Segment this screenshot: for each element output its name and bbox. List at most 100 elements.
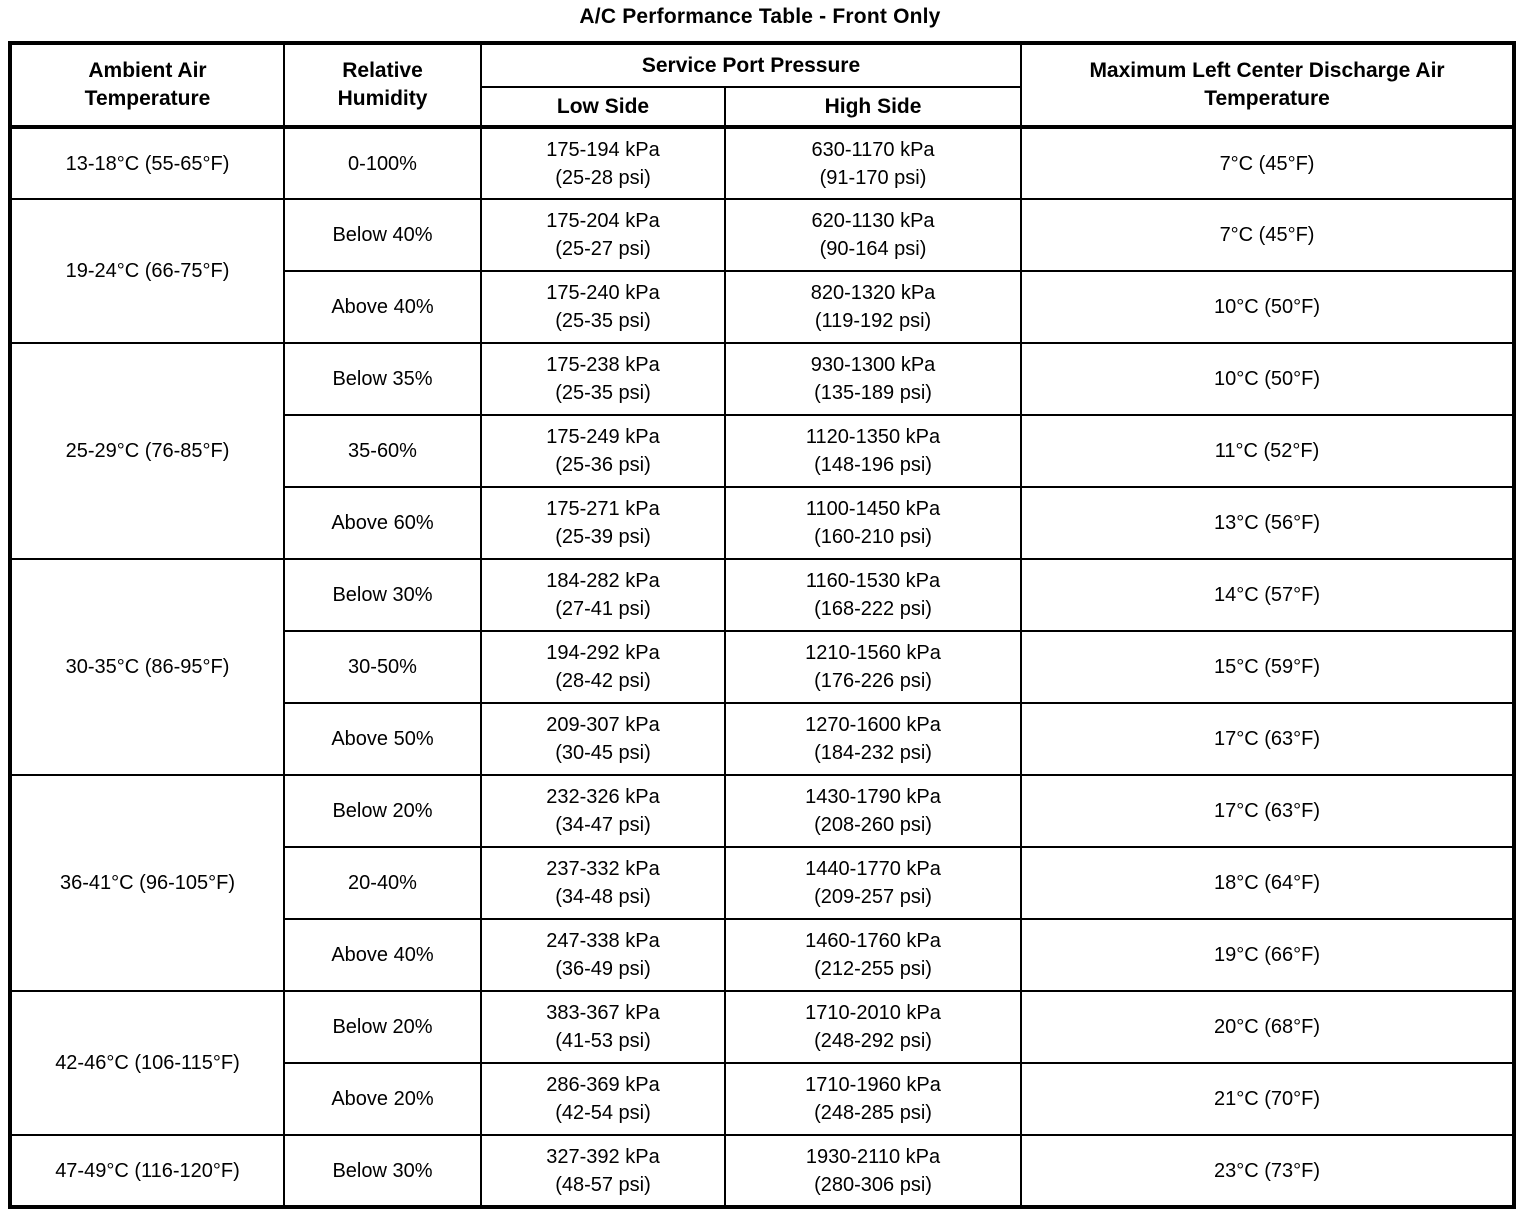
table-row: 30-35°C (86-95°F) Below 30% 184-282 kPa … [9,558,1516,776]
high-side-cell: 1710-1960 kPa (248-285 psi) [723,1062,1023,1136]
col-header-relative-humidity: Relative Humidity [283,42,482,128]
discharge-temp-cell: 10°C (50°F) [1020,270,1516,344]
high-side-cell: 1270-1600 kPa (184-232 psi) [723,702,1023,776]
pressure-psi: (36-49 psi) [555,958,651,980]
low-side-cell: 383-367 kPa (41-53 psi) [480,990,726,1064]
humidity-cell: Above 40% [283,270,482,344]
humidity-cell: 30-50% [283,630,482,704]
table-header: Ambient Air Temperature Relative Humidit… [9,42,1516,128]
discharge-temp-cell: 17°C (63°F) [1020,702,1516,776]
low-side-cell: 194-292 kPa (28-42 psi) [480,630,726,704]
header-line: Ambient Air [88,59,207,82]
high-side-cell: 1440-1770 kPa (209-257 psi) [723,846,1023,920]
high-side-cell: 1100-1450 kPa (160-210 psi) [723,486,1023,560]
low-side-cell: 209-307 kPa (30-45 psi) [480,702,726,776]
humidity-cell: Below 30% [283,1134,482,1208]
pressure-psi: (160-210 psi) [814,526,932,548]
pressure-psi: (27-41 psi) [555,598,651,620]
high-side-cell: 630-1170 kPa (91-170 psi) [723,125,1023,200]
pressure-psi: (209-257 psi) [814,886,932,908]
discharge-temp-cell: 7°C (45°F) [1020,198,1516,272]
pressure-kpa: 630-1170 kPa [811,138,935,161]
pressure-kpa: 1460-1760 kPa [805,930,941,952]
table-row: Above 60% 175-271 kPa (25-39 psi) 1100-1… [10,486,1516,560]
discharge-temp-cell: 14°C (57°F) [1020,558,1516,632]
pressure-kpa: 175-240 kPa [546,282,660,304]
pressure-psi: (28-42 psi) [555,670,651,692]
discharge-temp-cell: 7°C (45°F) [1020,125,1516,200]
discharge-temp-cell: 20°C (68°F) [1020,990,1516,1064]
table-row: 25-29°C (76-85°F) Below 35% 175-238 kPa … [9,342,1516,560]
discharge-temp-cell: 18°C (64°F) [1020,846,1516,920]
pressure-kpa: 175-204 kPa [546,210,660,232]
low-side-cell: 237-332 kPa (34-48 psi) [480,846,726,920]
pressure-psi: (248-285 psi) [814,1102,932,1124]
pressure-psi: (34-47 psi) [555,814,651,836]
ambient-cell: 19-24°C (66-75°F) [9,198,285,344]
header-line: Temperature [1204,87,1330,110]
col-header-high-side: High Side [723,86,1023,128]
pressure-psi: (34-48 psi) [555,886,651,908]
table-row: 35-60% 175-249 kPa (25-36 psi) 1120-1350… [10,414,1516,488]
pressure-kpa: 1160-1530 kPa [805,570,941,592]
pressure-psi: (41-53 psi) [555,1030,651,1052]
pressure-kpa: 209-307 kPa [546,714,660,736]
humidity-cell: 35-60% [283,414,482,488]
pressure-kpa: 383-367 kPa [546,1002,660,1024]
col-header-service-port-pressure: Service Port Pressure [479,42,1023,88]
low-side-cell: 175-240 kPa (25-35 psi) [480,270,726,344]
humidity-cell: Below 20% [283,990,482,1064]
pressure-psi: (135-189 psi) [814,382,932,404]
table-row: 47-49°C (116-120°F) Below 30% 327-392 kP… [9,1134,1516,1208]
discharge-temp-cell: 11°C (52°F) [1020,414,1516,488]
pressure-kpa: 1120-1350 kPa [805,426,941,448]
pressure-psi: (48-57 psi) [555,1173,651,1196]
pressure-kpa: 327-392 kPa [546,1145,660,1168]
table-row: 42-46°C (106-115°F) Below 20% 383-367 kP… [9,990,1516,1136]
header-line: Humidity [337,87,428,110]
high-side-cell: 1460-1760 kPa (212-255 psi) [723,918,1023,992]
pressure-psi: (168-222 psi) [814,598,932,620]
humidity-cell: Above 50% [283,702,482,776]
header-row-sub: Low Side High Side [10,86,1514,128]
table-row: 36-41°C (96-105°F) Below 20% 232-326 kPa… [9,774,1516,992]
pressure-kpa: 237-332 kPa [546,858,660,880]
pressure-kpa: 184-282 kPa [546,570,660,592]
pressure-psi: (25-28 psi) [555,166,651,189]
pressure-psi: (91-170 psi) [819,166,927,189]
table-row: 20-40% 237-332 kPa (34-48 psi) 1440-1770… [10,846,1516,920]
high-side-cell: 620-1130 kPa (90-164 psi) [723,198,1023,272]
col-header-max-discharge-temperature: Maximum Left Center Discharge Air Temper… [1020,42,1516,128]
ac-performance-table: Ambient Air Temperature Relative Humidit… [8,41,1517,1209]
low-side-cell: 175-204 kPa (25-27 psi) [480,198,726,272]
pressure-psi: (184-232 psi) [814,742,932,764]
col-header-ambient-air-temperature: Ambient Air Temperature [9,42,285,128]
pressure-kpa: 286-369 kPa [546,1074,660,1096]
low-side-cell: 286-369 kPa (42-54 psi) [480,1062,726,1136]
table-row: Above 40% 247-338 kPa (36-49 psi) 1460-1… [10,918,1516,992]
pressure-psi: (90-164 psi) [819,238,927,260]
ambient-cell: 30-35°C (86-95°F) [9,558,285,776]
discharge-temp-cell: 13°C (56°F) [1020,486,1516,560]
pressure-psi: (248-292 psi) [814,1030,932,1052]
table-row: Above 40% 175-240 kPa (25-35 psi) 820-13… [10,270,1516,344]
pressure-kpa: 1440-1770 kPa [805,858,941,880]
high-side-cell: 1160-1530 kPa (168-222 psi) [723,558,1023,632]
pressure-kpa: 175-238 kPa [546,354,660,376]
pressure-psi: (119-192 psi) [814,310,932,332]
low-side-cell: 327-392 kPa (48-57 psi) [480,1134,726,1208]
header-line: Relative [342,59,423,82]
pressure-psi: (208-260 psi) [814,814,932,836]
pressure-kpa: 930-1300 kPa [810,354,936,376]
low-side-cell: 175-194 kPa (25-28 psi) [480,125,726,200]
pressure-kpa: 175-271 kPa [546,498,660,520]
pressure-kpa: 1710-2010 kPa [805,1002,941,1024]
pressure-kpa: 175-249 kPa [546,426,660,448]
page-title: A/C Performance Table - Front Only [579,5,941,28]
discharge-temp-cell: 23°C (73°F) [1020,1134,1516,1208]
humidity-cell: Below 35% [283,342,482,416]
pressure-psi: (25-35 psi) [555,310,651,332]
pressure-kpa: 820-1320 kPa [810,282,936,304]
pressure-kpa: 1100-1450 kPa [805,498,941,520]
pressure-psi: (25-27 psi) [555,238,651,260]
